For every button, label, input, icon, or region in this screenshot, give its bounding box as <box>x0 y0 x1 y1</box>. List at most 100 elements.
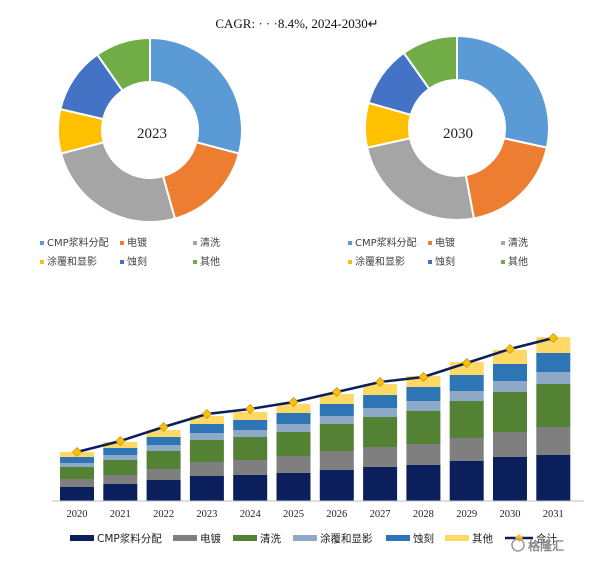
x-tick-2027: 2027 <box>370 509 391 520</box>
x-tick-2020: 2020 <box>67 509 88 520</box>
legend-label-2023-plating: 电镀 <box>127 236 147 249</box>
bar-2022-plating <box>146 469 181 480</box>
bar-2021-cmp <box>103 484 138 501</box>
bar-2027-cmp <box>363 467 398 501</box>
total-marker-2022 <box>158 422 169 432</box>
bar-2025-coating <box>276 424 311 432</box>
bar-legend-label-cleaning: 清洗 <box>260 532 281 545</box>
watermark: 格隆汇 <box>511 538 564 553</box>
x-tick-2022: 2022 <box>153 509 174 520</box>
total-marker-2025 <box>288 397 299 407</box>
bar-2021-etching <box>103 448 138 455</box>
donut-center-label-2030: 2030 <box>443 126 473 142</box>
bar-2027-etching <box>363 395 398 408</box>
legend-label-2030-cleaning: 清洗 <box>508 236 528 249</box>
donut-slice-2030-cleaning <box>365 137 476 221</box>
donut-slice-2023-other <box>95 36 151 93</box>
bar-legend-swatch-etching <box>386 535 410 541</box>
donut-slice-2030-cmp <box>456 34 550 149</box>
bar-2029-coating <box>449 391 484 401</box>
legend-swatch-2030-etching <box>428 260 432 264</box>
bar-legend-swatch-coating <box>293 535 317 541</box>
bar-2023-cleaning <box>189 440 224 462</box>
total-marker-2020 <box>72 447 82 457</box>
legend-label-2023-cmp: CMP浆料分配 <box>47 236 109 249</box>
total-line-series <box>72 333 559 457</box>
legend-label-2023-other: 其他 <box>200 255 220 268</box>
bar-2031-coating <box>536 372 571 384</box>
legend-swatch-2030-cmp <box>348 241 352 245</box>
legend-swatch-2030-plating <box>428 241 432 245</box>
bar-2027-coating <box>363 408 398 417</box>
donut-slice-2023-cmp <box>149 36 243 155</box>
bar-2023-plating <box>189 462 224 476</box>
bar-2026-cleaning <box>319 424 354 451</box>
bar-2026-cmp <box>319 470 354 501</box>
bar-legend-label-total: 合计 <box>536 532 557 545</box>
legend-swatch-2030-coating <box>348 260 352 264</box>
legend-swatch-2023-cmp <box>40 241 44 245</box>
bar-2020-cleaning <box>60 467 94 479</box>
bar-2030-plating <box>493 432 527 457</box>
stacked-bar-chart <box>60 337 571 501</box>
legend-label-2030-etching: 蚀刻 <box>435 255 455 268</box>
bar-2023-other <box>189 416 224 424</box>
bar-2028-cmp <box>406 465 441 501</box>
bar-2030-cleaning <box>493 392 527 432</box>
total-marker-2023 <box>201 409 212 419</box>
bar-legend-swatch-cleaning <box>233 535 257 541</box>
bar-2030-cmp <box>493 457 527 501</box>
bar-2021-coating <box>103 455 138 460</box>
bar-2028-etching <box>406 387 441 401</box>
bar-2030-other <box>493 350 527 364</box>
x-axis-tick-labels: 2020 2021 2022 2023 2024 2025 2026 2027 2028 2029… <box>67 509 564 520</box>
bar-2023-cmp <box>189 476 224 501</box>
bar-2026-etching <box>319 404 354 416</box>
legend-label-2023-cleaning: 清洗 <box>200 236 220 249</box>
x-tick-2023: 2023 <box>196 509 217 520</box>
bar-2024-other <box>233 412 268 420</box>
bar-2020-etching <box>60 457 94 463</box>
watermark-text: 格隆汇 <box>528 538 564 553</box>
x-tick-2021: 2021 <box>110 509 131 520</box>
bar-chart-legend: CMP浆料分配 电镀 清洗 涂覆和显影 蚀刻 其他 合计 <box>70 532 557 545</box>
total-marker-2024 <box>245 404 256 414</box>
donut-slice-2023-cleaning <box>59 141 177 223</box>
x-tick-2029: 2029 <box>456 509 477 520</box>
donut-chart-2030 <box>364 34 550 221</box>
bar-legend-label-plating: 电镀 <box>200 532 221 545</box>
legend-swatch-2023-cleaning <box>193 241 197 245</box>
x-tick-2026: 2026 <box>326 509 347 520</box>
total-marker-2031 <box>548 333 559 343</box>
bar-legend-swatch-other <box>445 535 469 541</box>
bar-2025-plating <box>276 456 311 473</box>
bar-2024-cleaning <box>233 437 268 460</box>
x-tick-2031: 2031 <box>543 509 564 520</box>
bar-2022-cmp <box>146 480 181 501</box>
legend-swatch-2030-other <box>501 260 505 264</box>
bar-2026-plating <box>319 451 354 470</box>
cagr-subtitle: CAGR: · · ·8.4%, 2024-2030↵ <box>215 16 379 31</box>
legend-label-2030-coating: 涂覆和显影 <box>355 255 405 268</box>
bar-2024-etching <box>233 420 268 430</box>
legend-swatch-2023-other <box>193 260 197 264</box>
legend-label-2023-coating: 涂覆和显影 <box>47 255 97 268</box>
bar-2029-cmp <box>449 461 484 501</box>
bar-legend-label-cmp: CMP浆料分配 <box>97 532 162 545</box>
bar-2020-coating <box>60 463 94 467</box>
x-tick-2030: 2030 <box>500 509 521 520</box>
legend-label-2030-other: 其他 <box>508 255 528 268</box>
bar-2025-cmp <box>276 473 311 501</box>
total-line <box>76 336 554 454</box>
total-marker-2028 <box>418 372 429 382</box>
bar-2022-other <box>146 430 181 437</box>
legend-swatch-2030-cleaning <box>501 241 505 245</box>
total-marker-2030 <box>505 344 515 354</box>
bar-2031-cleaning <box>536 384 571 427</box>
legend-swatch-2023-plating <box>120 241 124 245</box>
legend-label-2030-plating: 电镀 <box>435 236 455 249</box>
bar-2028-plating <box>406 444 441 465</box>
